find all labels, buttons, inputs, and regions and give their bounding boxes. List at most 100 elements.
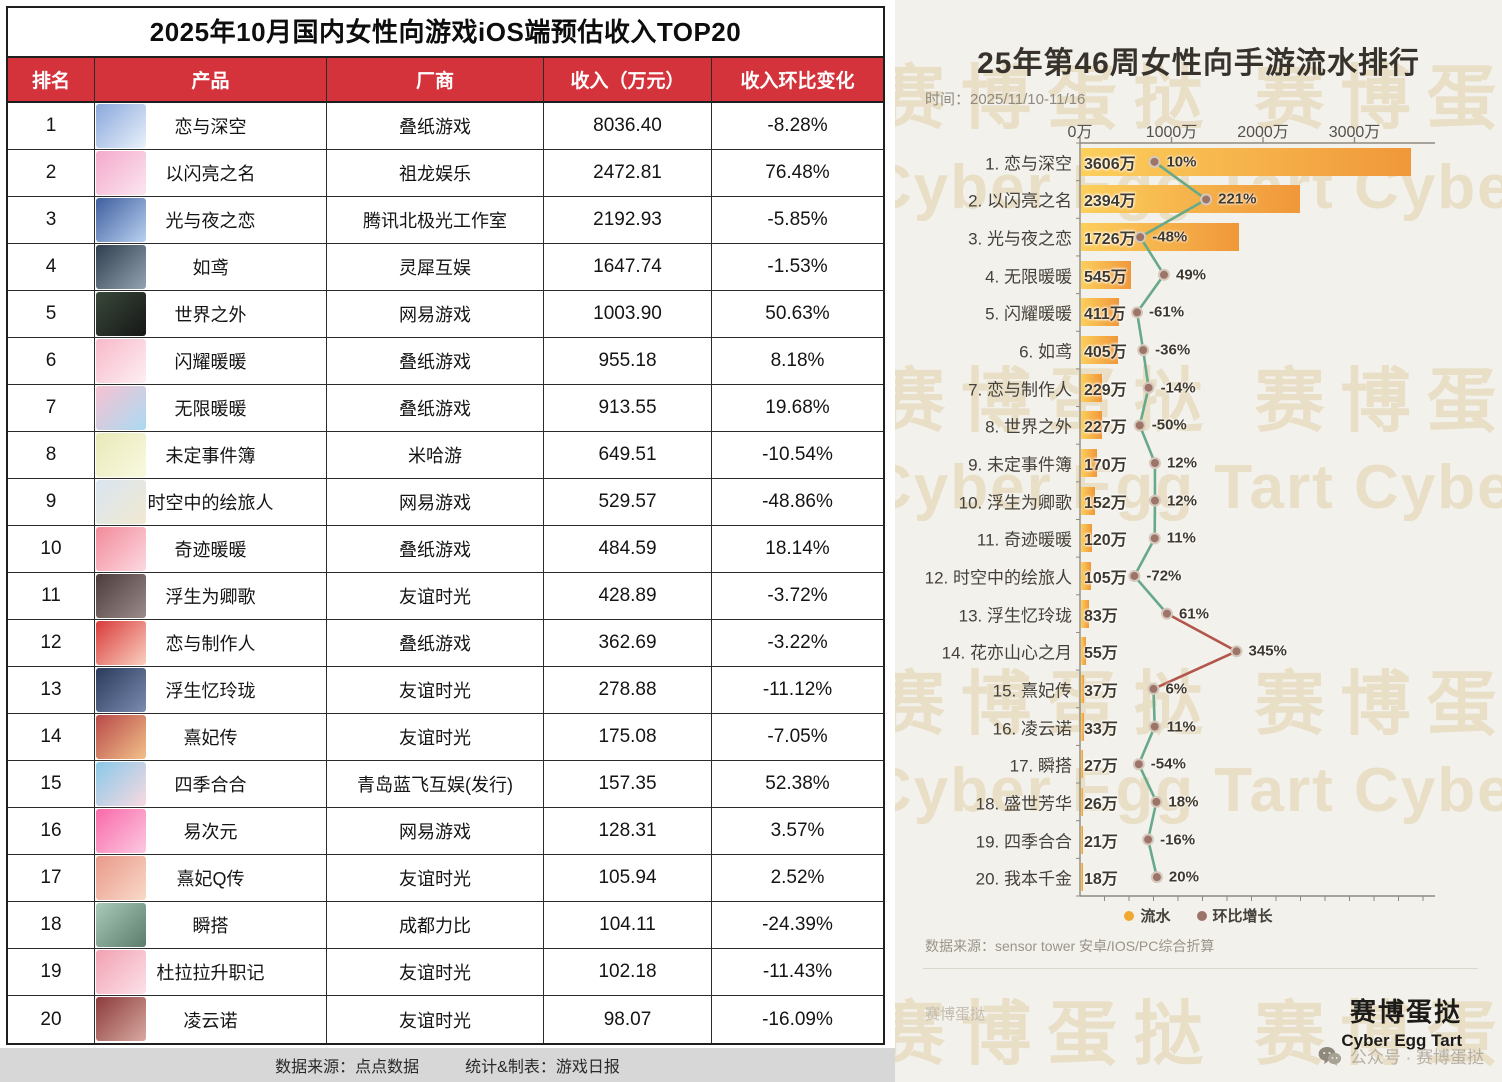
product-cell: 光与夜之恋 xyxy=(95,197,327,244)
game-app-icon xyxy=(96,151,146,195)
growth-dot xyxy=(1148,457,1161,470)
rank-cell: 2 xyxy=(8,150,95,197)
revenue-cell: 98.07 xyxy=(544,996,712,1043)
growth-dot xyxy=(1128,569,1141,582)
flow-bar xyxy=(1081,373,1102,402)
product-cell: 杜拉拉升职记 xyxy=(95,949,327,996)
chart-panel: 赛博蛋挞 赛博蛋挞 Cyber Egg Tart Cyber Egg Tart 赛博… xyxy=(895,0,1502,1082)
product-cell: 恋与制作人 xyxy=(95,620,327,667)
rank-cell: 6 xyxy=(8,338,95,385)
table-row: 14 熹妃传 友谊时光 175.08 -7.05% xyxy=(8,714,883,761)
table-row: 20 凌云诺 友谊时光 98.07 -16.09% xyxy=(8,996,883,1043)
flow-value-label: 227万 xyxy=(1084,419,1127,437)
revenue-cell: 484.59 xyxy=(544,526,712,573)
rank-cell: 12 xyxy=(8,620,95,667)
flow-bar xyxy=(1081,524,1092,553)
rank-cell: 4 xyxy=(8,244,95,291)
growth-pct-label: 6% xyxy=(1165,680,1188,698)
change-cell: 2.52% xyxy=(712,855,883,902)
table-row: 1 恋与深空 叠纸游戏 8036.40 -8.28% xyxy=(8,103,883,150)
vendor-cell: 友谊时光 xyxy=(327,949,544,996)
revenue-cell: 955.18 xyxy=(544,338,712,385)
growth-dot xyxy=(1147,682,1160,695)
product-name: 恋与制作人 xyxy=(165,634,256,654)
flow-value-label: 152万 xyxy=(1084,494,1127,512)
chart-category-label: 4. 无限暖暖 xyxy=(985,267,1072,287)
growth-pct-label: 345% xyxy=(1248,642,1287,660)
change-cell: -5.85% xyxy=(712,197,883,244)
change-cell: -16.09% xyxy=(762,1008,833,1030)
product-cell: 熹妃Q传 xyxy=(95,855,327,902)
product-name: 以闪亮之名 xyxy=(165,164,256,184)
chart-time-range: 时间：2025/11/10-11/16 xyxy=(925,91,1086,108)
flow-bar xyxy=(1081,674,1085,703)
revenue-cell: 1647.74 xyxy=(544,244,712,291)
product-name: 世界之外 xyxy=(174,305,247,325)
flow-bar xyxy=(1081,260,1131,289)
revenue-cell: 8036.40 xyxy=(544,103,712,150)
game-app-icon xyxy=(96,715,146,759)
divider-line xyxy=(923,968,1478,969)
chart-category-label: 15. 熹妃传 xyxy=(992,681,1072,701)
flow-bar xyxy=(1081,298,1119,327)
revenue-cell: 102.18 xyxy=(544,949,712,996)
product-name: 闪耀暖暖 xyxy=(174,352,247,372)
growth-dot xyxy=(1148,494,1161,507)
rank-cell: 5 xyxy=(8,291,95,338)
product-cell: 浮生忆玲珑 xyxy=(95,667,327,714)
legend-dot-growth xyxy=(1196,910,1207,921)
watermark-text: Cyber Egg Tart Cyber Egg Tart xyxy=(895,453,1502,522)
wechat-account-label: 公众号 · 赛博蛋挞 xyxy=(1349,1048,1484,1067)
column-header-rank: 排名 xyxy=(8,58,95,103)
growth-dot xyxy=(1158,268,1171,281)
vendor-cell: 青岛蓝飞互娱(发行) xyxy=(327,761,544,808)
product-cell: 瞬搭 xyxy=(95,902,327,949)
change-cell: 76.48% xyxy=(712,150,883,197)
table-row: 12 恋与制作人 叠纸游戏 362.69 -3.22% xyxy=(8,620,883,667)
table-source-label: 数据来源：点点数据 xyxy=(275,1059,420,1076)
product-name: 奇迹暖暖 xyxy=(174,540,247,560)
flow-value-label: 27万 xyxy=(1084,758,1118,776)
change-cell: 52.38% xyxy=(712,761,883,808)
vendor-cell: 灵犀互娱 xyxy=(327,244,544,291)
chart-category-label: 6. 如鸢 xyxy=(1019,342,1072,362)
chart-category-label: 2. 以闪亮之名 xyxy=(968,191,1072,211)
table-header-row: 排名 产品 厂商 收入（万元） 收入环比变化 xyxy=(8,58,883,103)
chart-category-label: 17. 瞬搭 xyxy=(1009,756,1072,776)
flow-bar xyxy=(1081,712,1085,741)
revenue-cell: 428.89 xyxy=(544,573,712,620)
rank-cell: 15 xyxy=(8,761,95,808)
flow-value-label: 26万 xyxy=(1084,795,1118,813)
growth-pct-label: 20% xyxy=(1168,868,1199,886)
change-cell: -3.22% xyxy=(712,620,883,667)
change-cell: 19.68% xyxy=(712,385,883,432)
flow-value-label: 55万 xyxy=(1084,645,1118,663)
flow-bar xyxy=(1081,147,1411,176)
table-title: 2025年10月国内女性向游戏iOS端预估收入TOP20 xyxy=(8,8,883,58)
product-cell: 浮生为卿歌 xyxy=(95,573,327,620)
table-row: 13 浮生忆玲珑 友谊时光 278.88 -11.12% xyxy=(8,667,883,714)
vendor-cell: 友谊时光 xyxy=(327,667,544,714)
flow-value-label: 405万 xyxy=(1084,344,1127,362)
flow-bar xyxy=(1081,336,1119,365)
flow-value-label: 120万 xyxy=(1084,532,1127,550)
revenue-cell: 105.94 xyxy=(544,855,712,902)
revenue-cell: 649.51 xyxy=(544,432,712,479)
table-row: 11 浮生为卿歌 友谊时光 428.89 -3.72% xyxy=(8,573,883,620)
growth-pct-label: -61% xyxy=(1149,303,1185,321)
growth-pct-label: -54% xyxy=(1150,755,1186,773)
product-cell: 闪耀暖暖 xyxy=(95,338,327,385)
flow-value-label: 1726万 xyxy=(1084,231,1136,249)
change-cell: 50.63% xyxy=(712,291,883,338)
product-cell: 四季合合 xyxy=(95,761,327,808)
change-cell: -11.43% xyxy=(712,949,883,996)
chart-category-label: 8. 世界之外 xyxy=(985,417,1072,437)
product-name: 熹妃Q传 xyxy=(176,869,245,889)
flow-value-label: 33万 xyxy=(1084,720,1118,738)
game-app-icon xyxy=(96,762,146,806)
rank-cell: 10 xyxy=(8,526,95,573)
game-app-icon xyxy=(96,433,146,477)
revenue-cell: 104.11 xyxy=(544,902,712,949)
growth-pct-label: 11% xyxy=(1166,718,1196,736)
flow-bar xyxy=(1081,486,1095,515)
